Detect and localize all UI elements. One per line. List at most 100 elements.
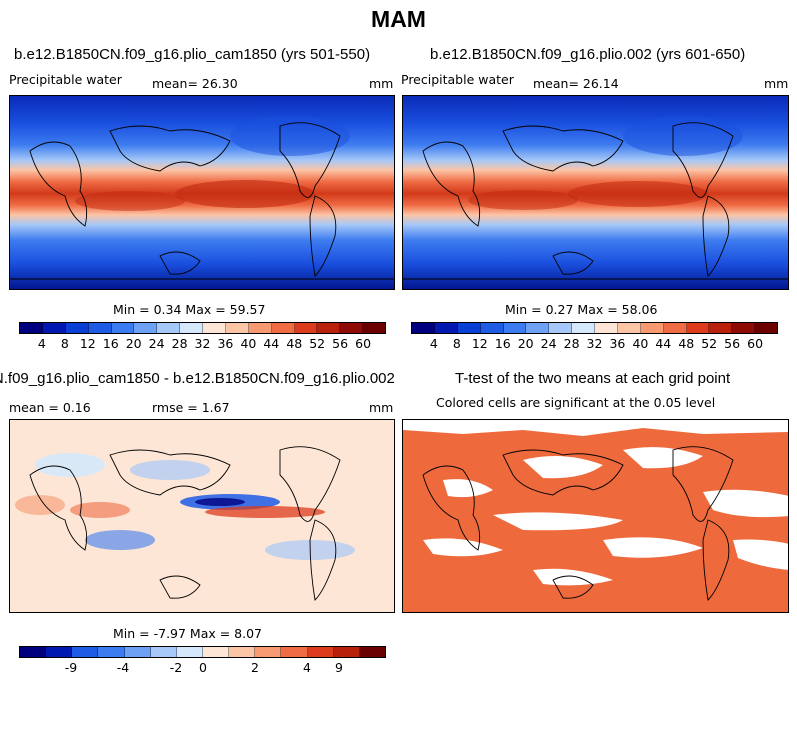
panel-title-bottom-left-clip: b.e12.B1850CN.f09_g16.plio_cam1850 - b.e… <box>0 368 455 390</box>
colorbar-swatch <box>157 323 181 333</box>
colorbar-swatch <box>307 647 334 657</box>
colorbar-swatch <box>663 323 687 333</box>
tick-label: 16 <box>102 336 119 351</box>
colorbar-swatch <box>363 323 385 333</box>
colorbar-swatch <box>340 323 364 333</box>
mean-label-bottom-left: mean = 0.16 <box>9 400 91 415</box>
colorbar-swatch <box>20 323 43 333</box>
tick-label: 56 <box>332 336 349 351</box>
colorbar-swatch <box>412 323 435 333</box>
colorbar-swatch <box>225 323 249 333</box>
tick-label: 56 <box>724 336 741 351</box>
mean-label-top-left: mean= 26.30 <box>152 76 238 91</box>
colorbar-ticks-bottom-left: -9 -4 -2 0 2 4 9 <box>19 660 386 676</box>
tick-label: 36 <box>609 336 626 351</box>
colorbar-swatch <box>755 323 777 333</box>
tick-label: -4 <box>116 660 130 675</box>
colorbar-bottom-left <box>19 646 386 658</box>
colorbar-swatch <box>42 323 66 333</box>
tick-label: 24 <box>540 336 557 351</box>
tick-label: 28 <box>563 336 580 351</box>
colorbar-swatch <box>248 323 272 333</box>
units-label-top-left: mm <box>369 76 394 91</box>
mean-label-top-right: mean= 26.14 <box>533 76 619 91</box>
tick-label: 52 <box>309 336 326 351</box>
tick-label: 0 <box>199 660 207 675</box>
colorbar-swatch <box>617 323 641 333</box>
tick-label: 44 <box>263 336 280 351</box>
tick-label: 32 <box>586 336 603 351</box>
subtitle-bottom-right: Colored cells are significant at the 0.0… <box>436 395 716 410</box>
tick-label: 12 <box>471 336 488 351</box>
tick-label: 2 <box>251 660 259 675</box>
panel-title-top-right: b.e12.B1850CN.f09_g16.plio.002 (yrs 601-… <box>430 46 746 63</box>
colorbar-swatch <box>203 323 226 333</box>
colorbar-swatch <box>150 647 177 657</box>
tick-label: 8 <box>452 336 461 351</box>
tick-label: -2 <box>169 660 183 675</box>
tick-label: 28 <box>171 336 188 351</box>
tick-label: 12 <box>79 336 96 351</box>
colorbar-swatch <box>595 323 618 333</box>
colorbar-swatch <box>640 323 664 333</box>
colorbar-swatch <box>180 323 203 333</box>
colorbar-swatch <box>572 323 595 333</box>
colorbar-swatch <box>549 323 573 333</box>
tick-label: 9 <box>335 660 343 675</box>
colorbar-swatch <box>46 647 73 657</box>
colorbar-swatch <box>359 647 385 657</box>
tick-label: 40 <box>632 336 649 351</box>
colorbar-swatch <box>72 647 99 657</box>
tick-label: 16 <box>494 336 511 351</box>
colorbar-swatch <box>20 647 47 657</box>
colorbar-swatch <box>503 323 527 333</box>
tick-label: -9 <box>64 660 78 675</box>
tick-label: 20 <box>517 336 534 351</box>
colorbar-swatch <box>271 323 295 333</box>
tick-label: 8 <box>60 336 69 351</box>
tick-label: 60 <box>747 336 764 351</box>
colorbar-swatch <box>457 323 481 333</box>
diff-map-bottom-left <box>10 420 394 612</box>
map-bottom-left <box>9 419 395 613</box>
tick-label: 52 <box>701 336 718 351</box>
colorbar-swatch <box>176 647 203 657</box>
colorbar-swatch <box>98 647 125 657</box>
tick-label: 32 <box>194 336 211 351</box>
minmax-label-bottom-left: Min = -7.97 Max = 8.07 <box>113 626 263 641</box>
colorbar-swatch <box>686 323 710 333</box>
colorbar-swatch <box>281 647 308 657</box>
precip-map-top-right <box>403 96 788 289</box>
colorbar-top-right <box>411 322 778 334</box>
tick-label: 20 <box>125 336 142 351</box>
colorbar-top-left <box>19 322 386 334</box>
colorbar-swatch <box>124 647 151 657</box>
figure-title: MAM <box>371 6 426 32</box>
precip-map-top-left <box>10 96 394 289</box>
tick-label: 4 <box>303 660 311 675</box>
map-bottom-right <box>402 419 789 613</box>
tick-label: 4 <box>37 336 46 351</box>
panel-title-top-left: b.e12.B1850CN.f09_g16.plio_cam1850 (yrs … <box>14 46 371 63</box>
minmax-label-top-left: Min = 0.34 Max = 59.57 <box>113 302 266 317</box>
colorbar-ticks-top-right: 4 8 12 16 20 24 28 32 36 40 44 48 52 56 … <box>411 336 778 352</box>
colorbar-swatch <box>480 323 504 333</box>
tick-label: 44 <box>655 336 672 351</box>
variable-label-top-right: Precipitable water <box>401 72 514 87</box>
colorbar-swatch <box>732 323 756 333</box>
colorbar-swatch <box>202 647 230 657</box>
colorbar-ticks-top-left: 4 8 12 16 20 24 28 32 36 40 44 48 52 56 … <box>19 336 386 352</box>
tick-label: 60 <box>355 336 372 351</box>
tick-label: 4 <box>429 336 438 351</box>
colorbar-swatch <box>111 323 135 333</box>
colorbar-swatch <box>134 323 158 333</box>
variable-label-top-left: Precipitable water <box>9 72 122 87</box>
tick-label: 36 <box>217 336 234 351</box>
panel-title-bottom-right: T-test of the two means at each grid poi… <box>455 370 731 387</box>
tick-label: 40 <box>240 336 257 351</box>
units-label-top-right: mm <box>764 76 789 91</box>
colorbar-swatch <box>333 647 360 657</box>
rmse-label-bottom-left: rmse = 1.67 <box>152 400 230 415</box>
map-top-left <box>9 95 395 290</box>
units-label-bottom-left: mm <box>369 400 394 415</box>
